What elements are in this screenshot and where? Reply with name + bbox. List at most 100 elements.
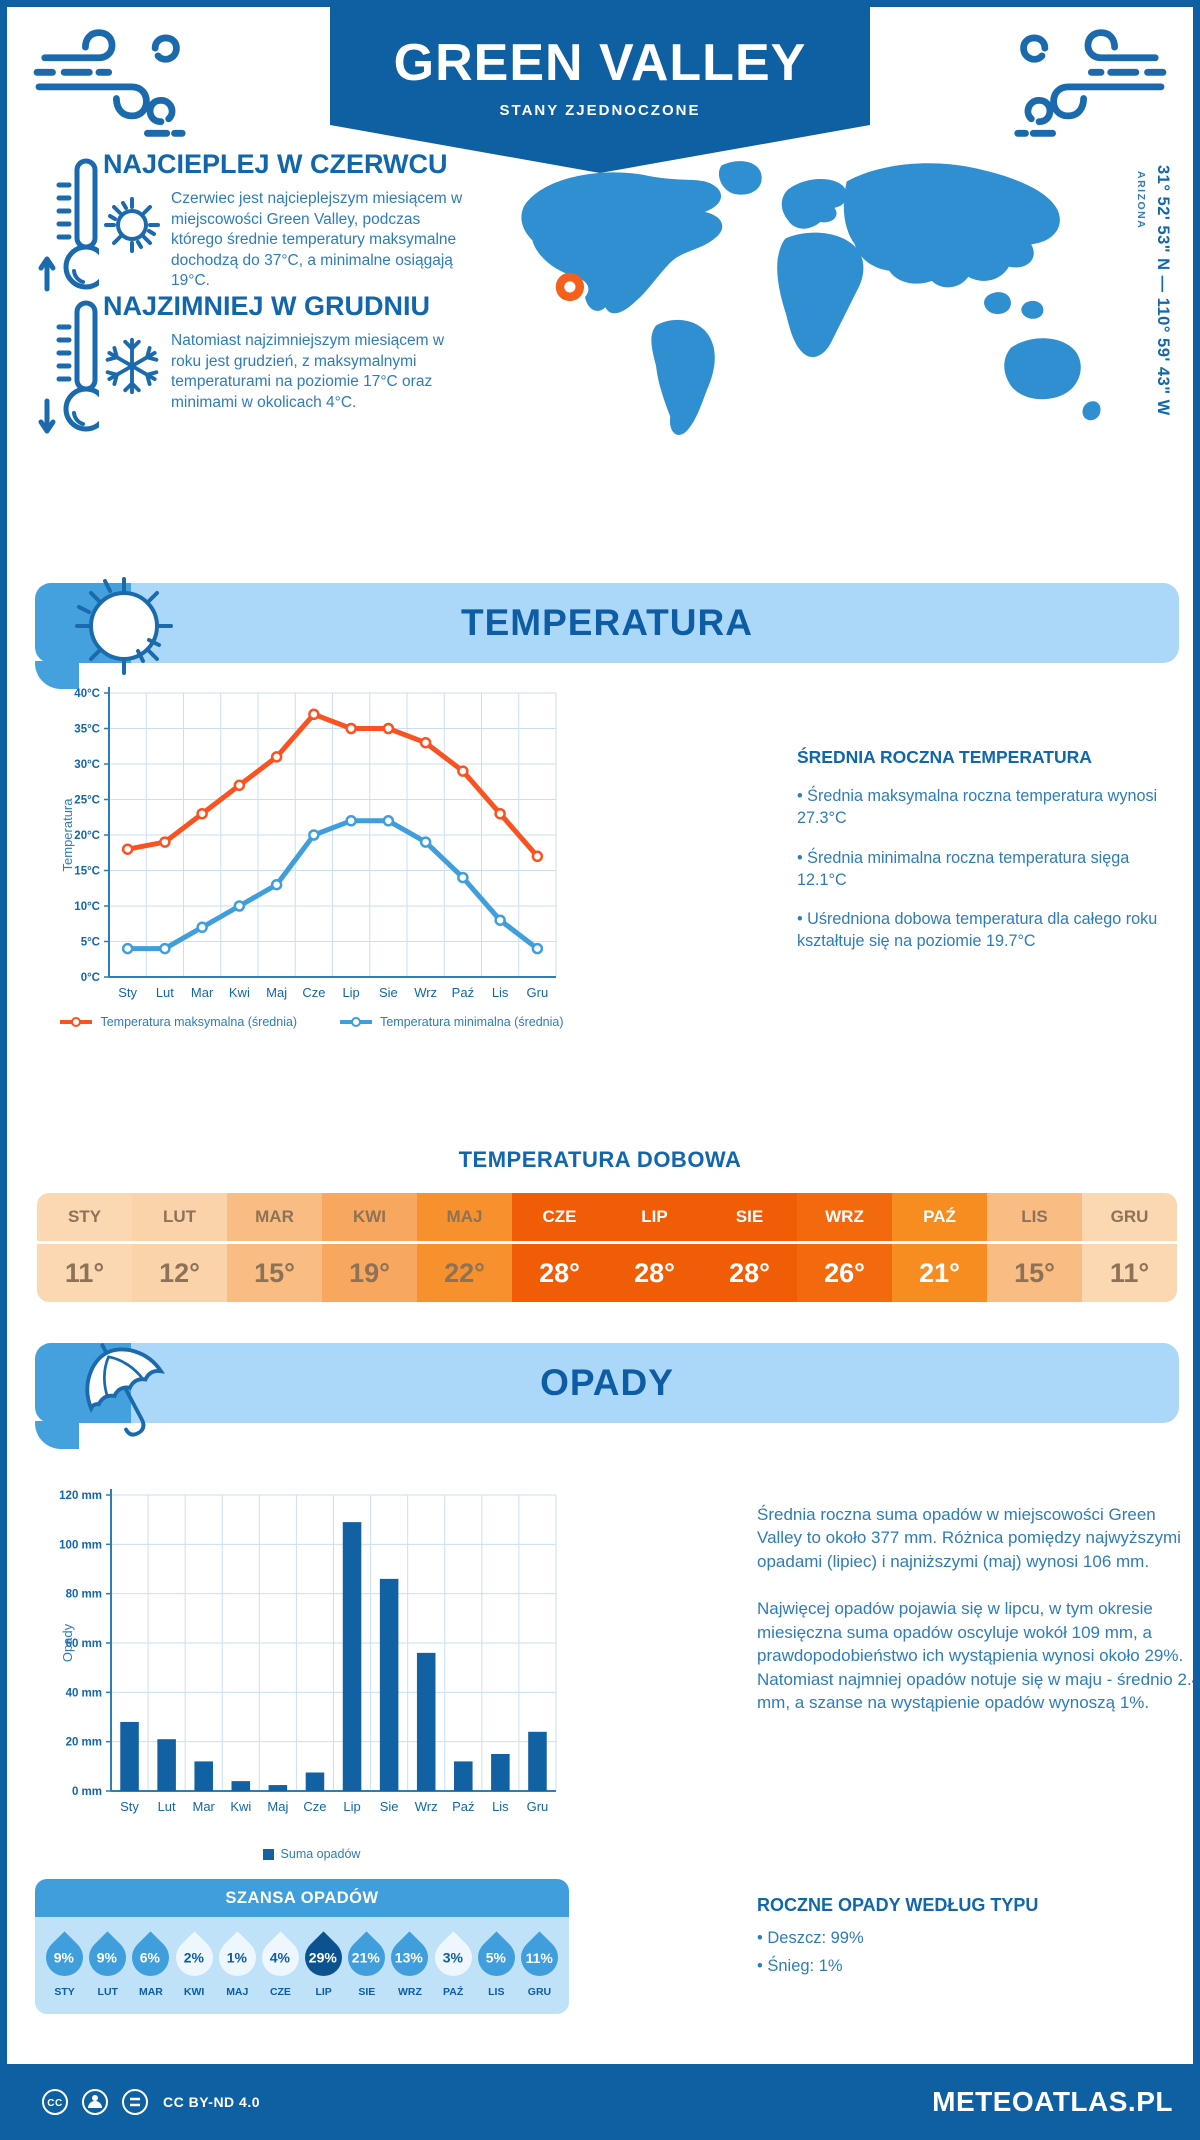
daily-table-value-cell: 11° <box>37 1244 132 1302</box>
daily-table-value-cell: 26° <box>797 1244 892 1302</box>
header-banner-bg <box>330 7 870 125</box>
world-map <box>483 147 1113 439</box>
daily-temperature-table: STY LUT MAR KWI MAJ CZE LIP SIE WRZ PAŹ LIS GRU 11°… <box>37 1193 1177 1302</box>
svg-text:0°C: 0°C <box>81 972 100 984</box>
rain-chance-item: 1% MAJ <box>211 1927 264 1998</box>
svg-text:Sty: Sty <box>118 985 137 1000</box>
rain-chance-month: SIE <box>358 1986 376 1998</box>
rain-chance-month: LUT <box>97 1986 118 1998</box>
precipitation-type-block: ROCZNE OPADY WEDŁUG TYPU • Deszcz: 99% •… <box>757 1895 1193 1980</box>
svg-text:Maj: Maj <box>266 985 287 1000</box>
svg-text:10°C: 10°C <box>74 901 100 913</box>
daily-table-month-cell: KWI <box>322 1193 417 1241</box>
rain-chance-month: KWI <box>183 1986 205 1998</box>
droplet-icon: 6% <box>124 1931 178 1984</box>
temperature-section-title: TEMPERATURA <box>461 602 753 643</box>
rain-chance-item: 11% GRU <box>513 1927 566 1998</box>
daily-table-value-cell: 19° <box>322 1244 417 1302</box>
page-title: GREEN VALLEY <box>393 34 807 92</box>
droplet-icon: 21% <box>340 1931 393 1984</box>
temperature-summary-bullet: • Średnia minimalna roczna temperatura s… <box>797 848 1130 889</box>
sun-banner-icon <box>75 577 173 675</box>
warmest-month-text: Czerwiec jest najcieplejszym miesiącem w… <box>171 190 463 290</box>
svg-text:40°C: 40°C <box>74 688 100 700</box>
droplet-icon: 4% <box>254 1931 307 1984</box>
svg-text:Cze: Cze <box>302 985 325 1000</box>
daily-table-value-cell: 28° <box>512 1244 607 1302</box>
svg-text:Lip: Lip <box>343 1799 360 1814</box>
daily-table-month-cell: LUT <box>132 1193 227 1241</box>
daily-table-value-cell: 28° <box>607 1244 702 1302</box>
daily-table-value-cell: 15° <box>227 1244 322 1302</box>
daily-table-month-cell: LIP <box>607 1193 702 1241</box>
daily-table-value-cell: 11° <box>1082 1244 1177 1302</box>
umbrella-icon <box>85 1343 165 1437</box>
daily-table-month-cell: SIE <box>702 1193 797 1241</box>
svg-text:Maj: Maj <box>267 1799 288 1814</box>
droplet-icon: 29% <box>297 1931 350 1984</box>
rain-chance-item: 5% LIS <box>470 1927 523 1998</box>
rain-chance-title: SZANSA OPADÓW <box>35 1879 569 1917</box>
temperature-chart-legend: Temperatura maksymalna (średnia) Temperat… <box>59 1015 564 1029</box>
rain-chance-month: GRU <box>527 1986 552 1998</box>
rain-chance-month: WRZ <box>398 1986 422 1998</box>
svg-text:Lis: Lis <box>492 985 509 1000</box>
daily-table-month-cell: MAJ <box>417 1193 512 1241</box>
daily-table-header-row: STY LUT MAR KWI MAJ CZE LIP SIE WRZ PAŹ LIS GRU <box>37 1193 1177 1241</box>
license: CC CC BY-ND 4.0 <box>41 2088 260 2116</box>
rain-chance-month: PAŹ <box>443 1986 464 1998</box>
svg-text:Lip: Lip <box>342 985 359 1000</box>
daily-table-month-cell: MAR <box>227 1193 322 1241</box>
temperature-line-chart: 0°C 5°C 10°C 15°C 20°C 25°C 30°C 35°C 40°C Sty Lut… <box>60 687 557 1000</box>
footer: CC CC BY-ND 4.0 METEOATLAS.PL <box>7 2064 1193 2140</box>
droplet-icon: 9% <box>81 1931 134 1984</box>
svg-text:80 mm: 80 mm <box>66 1589 102 1601</box>
svg-text:Sty: Sty <box>120 1799 139 1814</box>
temperature-summary-bullet: • Średnia maksymalna roczna temperatura … <box>797 787 1158 827</box>
daily-table-value-cell: 15° <box>987 1244 1082 1302</box>
page-subtitle: STANY ZJEDNOCZONE <box>499 102 701 119</box>
daily-table-month-cell: CZE <box>512 1193 607 1241</box>
rain-chance-item: 6% MAR <box>124 1927 178 1998</box>
svg-text:Wrz: Wrz <box>415 1799 438 1814</box>
daily-table-value-row: 11° 12° 15° 19° 22° 28° 28° 28° 26° 21° 15° 11° <box>37 1244 1177 1302</box>
droplet-icon: 1% <box>211 1931 264 1984</box>
header-banner: GREEN VALLEY STANY ZJEDNOCZONE <box>330 7 870 173</box>
svg-text:5°C: 5°C <box>81 937 100 949</box>
svg-text:20 mm: 20 mm <box>66 1737 102 1749</box>
license-text: CC BY-ND 4.0 <box>163 2094 261 2110</box>
precipitation-paragraph: Najwięcej opadów pojawia się w lipcu, w … <box>757 1599 1200 1713</box>
daily-table-month-cell: LIS <box>987 1193 1082 1241</box>
rain-chance-item: 3% PAŹ <box>426 1927 480 1998</box>
svg-text:Sie: Sie <box>380 1799 399 1814</box>
snowflake-icon <box>105 337 159 395</box>
svg-text:Sie: Sie <box>379 985 398 1000</box>
svg-text:Paź: Paź <box>452 985 474 1000</box>
svg-text:100 mm: 100 mm <box>59 1539 102 1551</box>
precipitation-section-title: OPADY <box>540 1362 674 1403</box>
rain-chance-box: SZANSA OPADÓW 9% STY 9% LUT 6% MAR 2% KWI 1% MAJ 4… <box>35 1879 569 2014</box>
map-region-label: ARIZONA <box>1135 171 1147 230</box>
daily-table-value-cell: 12° <box>132 1244 227 1302</box>
precipitation-chart-legend: Suma opadów <box>59 1847 564 1861</box>
precipitation-bar-chart: 0 mm 20 mm 40 mm 60 mm 80 mm 100 mm 120 mm Sty L… <box>59 1489 557 1814</box>
temperature-section-banner: TEMPERATURA <box>35 577 1179 689</box>
rain-chance-item: 29% LIP <box>297 1927 350 1998</box>
temperature-summary-title: ŚREDNIA ROCZNA TEMPERATURA <box>797 747 1092 767</box>
rain-chance-item: 21% SIE <box>340 1927 393 1998</box>
droplet-icon: 9% <box>38 1931 91 1984</box>
header-banner-chevron <box>330 125 870 173</box>
warmest-month-block: NAJCIEPLEJ W CZERWCU Czerwiec jest najci… <box>37 149 482 292</box>
svg-text:120 mm: 120 mm <box>59 1490 102 1502</box>
rain-chance-month: MAR <box>138 1986 163 1998</box>
droplet-icon: 13% <box>383 1931 437 1984</box>
svg-text:20°C: 20°C <box>74 830 100 842</box>
daily-table-value-cell: 28° <box>702 1244 797 1302</box>
rain-chance-month: LIP <box>315 1986 332 1998</box>
rain-chance-item: 9% LUT <box>81 1927 134 1998</box>
coldest-month-block: NAJZIMNIEJ W GRUDNIU Natomiast najzimnie… <box>37 291 482 441</box>
droplet-icon: 3% <box>426 1931 480 1984</box>
svg-text:Wrz: Wrz <box>414 985 437 1000</box>
thermometer-up-icon <box>38 158 99 292</box>
